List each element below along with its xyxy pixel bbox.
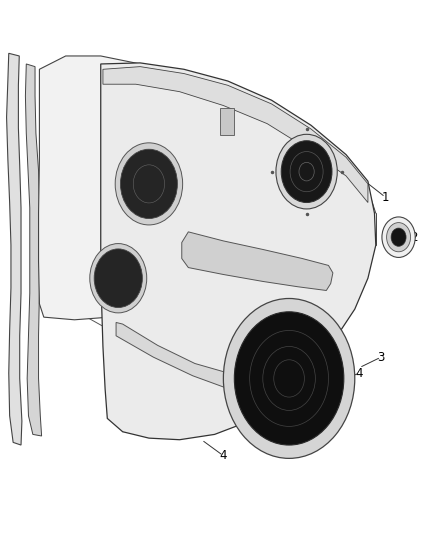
Polygon shape xyxy=(25,64,42,436)
Circle shape xyxy=(387,223,410,252)
Circle shape xyxy=(391,228,406,246)
Circle shape xyxy=(90,244,147,313)
Circle shape xyxy=(120,149,177,219)
Circle shape xyxy=(382,217,415,257)
Polygon shape xyxy=(103,67,368,203)
Circle shape xyxy=(115,143,183,225)
Text: 4: 4 xyxy=(344,265,352,278)
Text: 6: 6 xyxy=(187,329,194,342)
Polygon shape xyxy=(182,232,333,290)
Circle shape xyxy=(234,312,344,445)
Text: 3: 3 xyxy=(281,441,288,454)
Text: 4: 4 xyxy=(219,449,227,462)
Polygon shape xyxy=(7,53,22,445)
Polygon shape xyxy=(39,56,254,320)
Circle shape xyxy=(281,141,332,203)
Circle shape xyxy=(276,134,337,209)
FancyBboxPatch shape xyxy=(220,108,234,135)
Circle shape xyxy=(94,249,142,308)
Text: 1: 1 xyxy=(381,191,389,204)
Text: 3: 3 xyxy=(378,351,385,364)
Circle shape xyxy=(223,298,355,458)
Polygon shape xyxy=(116,322,302,408)
Polygon shape xyxy=(101,63,376,440)
Text: 4: 4 xyxy=(355,367,363,379)
Text: 3: 3 xyxy=(329,279,336,292)
Text: 2: 2 xyxy=(410,231,418,244)
